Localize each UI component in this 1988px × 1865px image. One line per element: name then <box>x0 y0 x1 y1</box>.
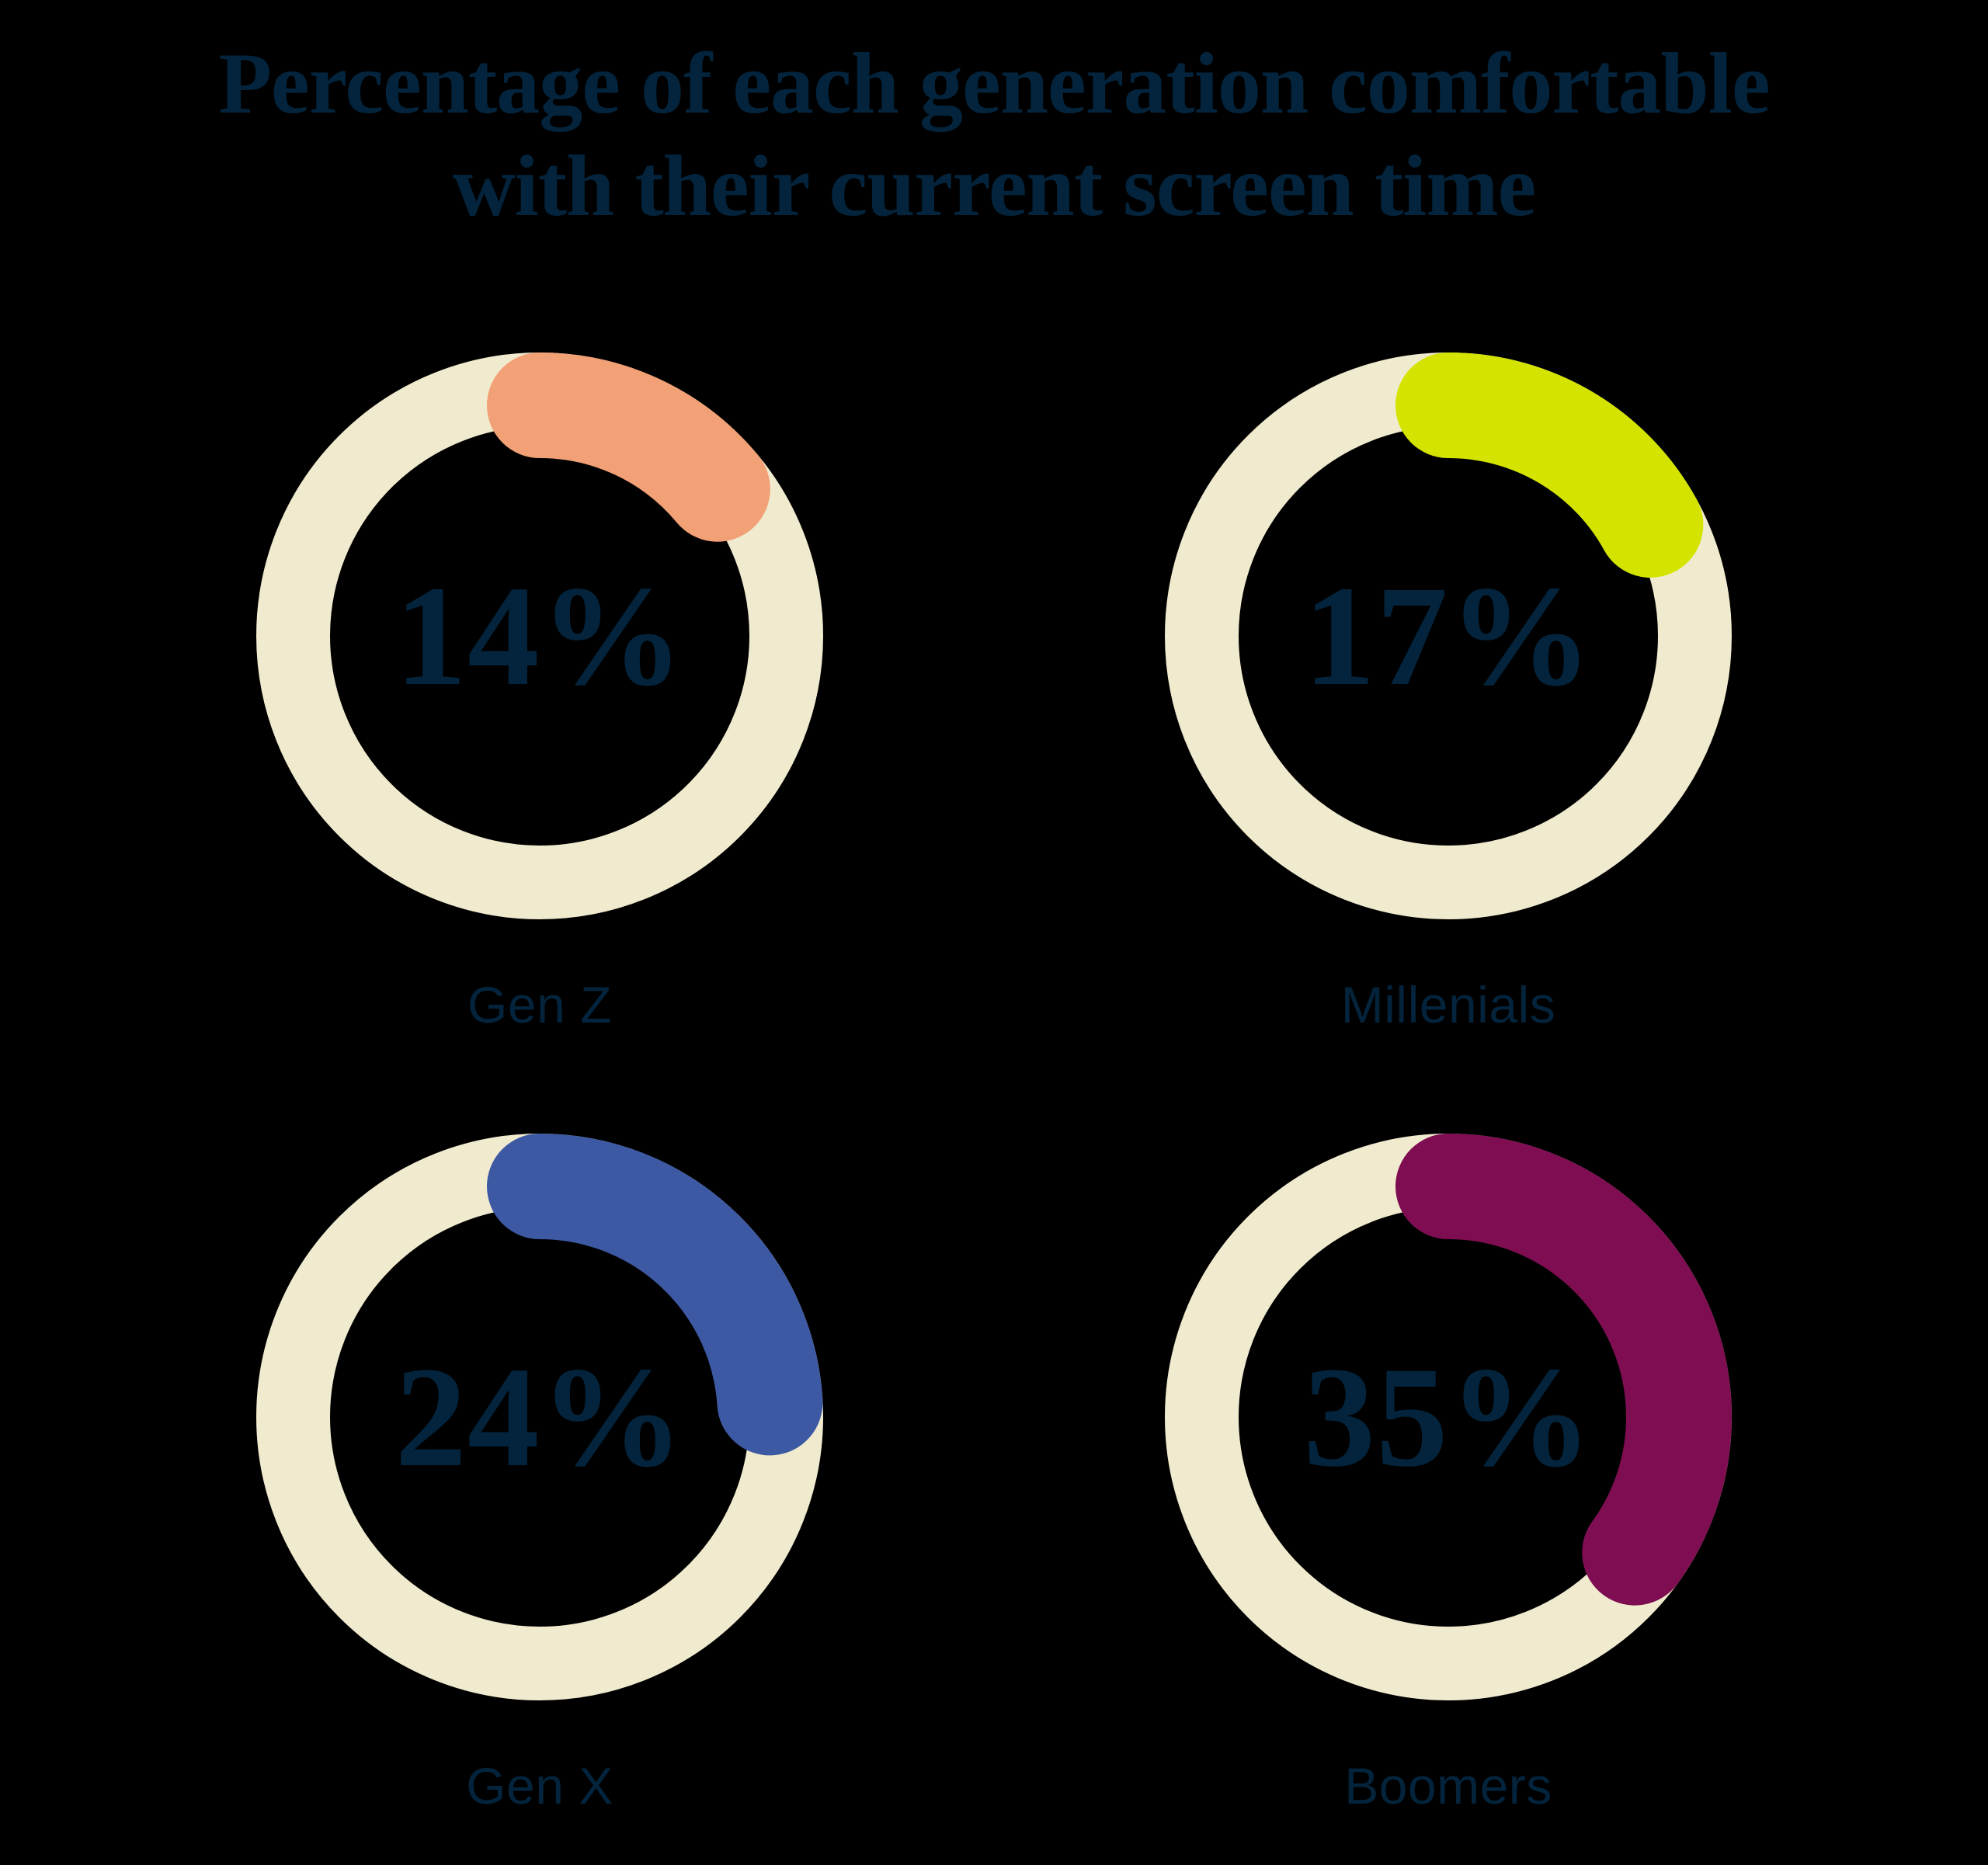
donut-value-arc <box>1165 353 1732 920</box>
donut-chart-cell: 24% Gen X <box>85 1134 994 1815</box>
donut-category-label: Gen Z <box>467 976 612 1034</box>
donut-chart-cell: 35% Boomers <box>994 1134 1903 1815</box>
donut-chart: 24% <box>256 1134 823 1701</box>
donut-ring-svg <box>1165 353 1732 920</box>
donut-category-label: Millenials <box>1340 976 1556 1034</box>
chart-title-line2: with their current screen time <box>452 138 1536 235</box>
donut-value-arc <box>256 353 823 920</box>
donut-ring-svg <box>256 1134 823 1701</box>
donut-value-arc <box>1165 1134 1732 1701</box>
donut-ring-svg <box>1165 1134 1732 1701</box>
donut-value-arc <box>256 1134 823 1701</box>
donut-ring-svg <box>256 353 823 920</box>
donut-category-label: Gen X <box>466 1757 613 1815</box>
chart-title-line1: Percentage of each generation comfortabl… <box>218 36 1770 132</box>
donut-chart: 14% <box>256 353 823 920</box>
donut-category-label: Boomers <box>1344 1757 1552 1815</box>
donut-chart-cell: 17% Millenials <box>994 353 1903 1034</box>
donut-grid: 14% Gen Z 17% Millenials 24% Gen X <box>0 353 1988 1815</box>
chart-title: Percentage of each generation comfortabl… <box>0 0 1988 238</box>
donut-chart: 35% <box>1165 1134 1732 1701</box>
donut-chart: 17% <box>1165 353 1732 920</box>
donut-chart-cell: 14% Gen Z <box>85 353 994 1034</box>
